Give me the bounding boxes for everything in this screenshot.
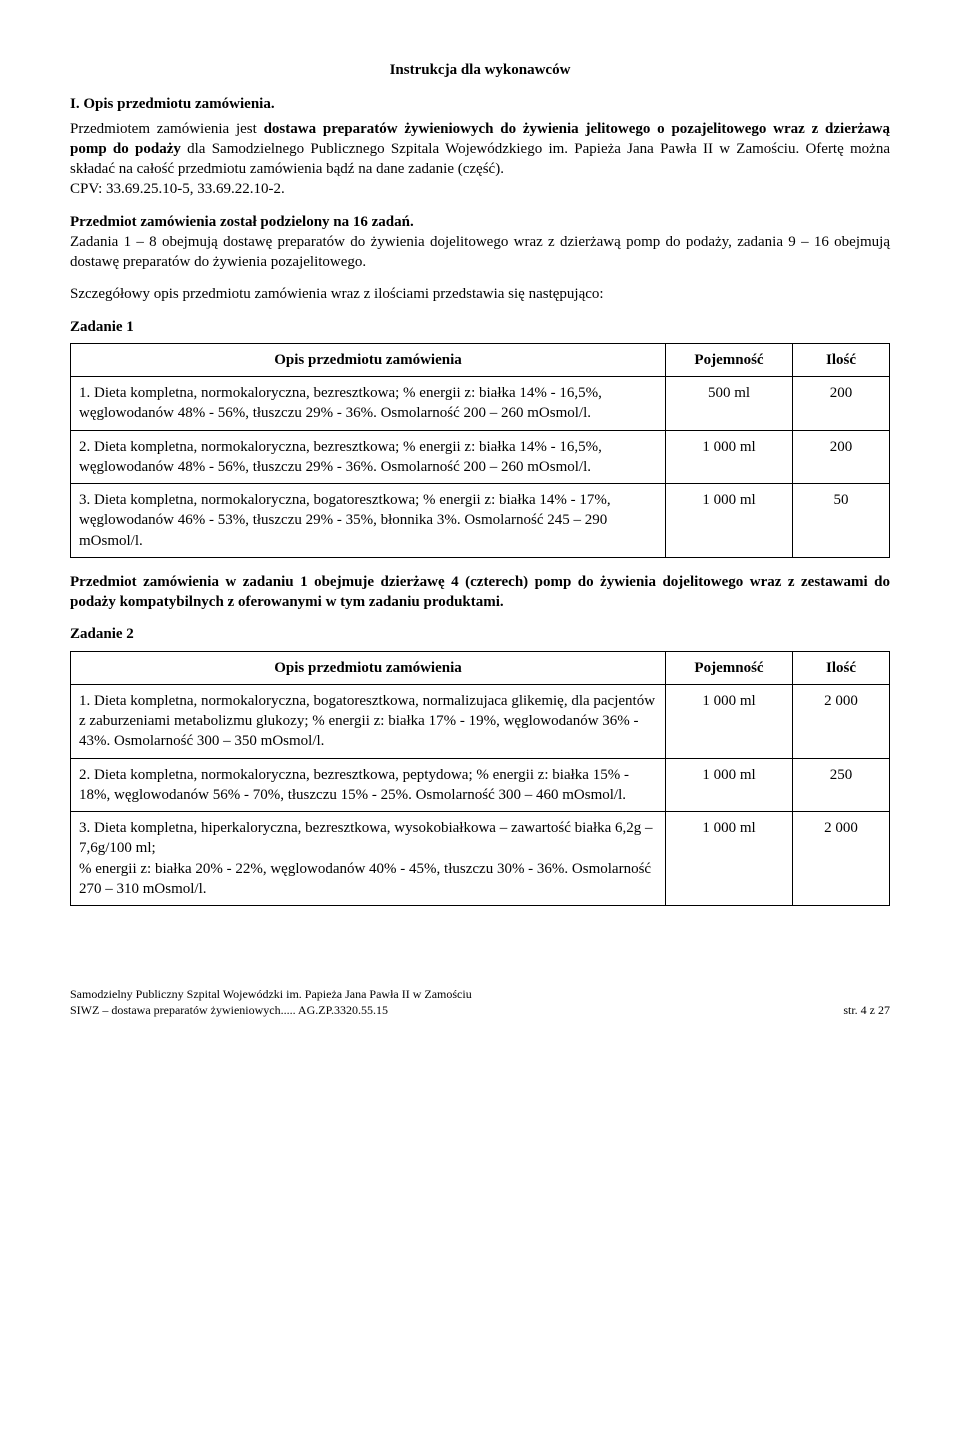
zadanie-1-label: Zadanie 1 [70, 317, 890, 337]
intro-post: dla Samodzielnego Publicznego Szpitala W… [70, 141, 890, 177]
section-1-heading: I. Opis przedmiotu zamówienia. [70, 94, 890, 114]
footer-right: str. 4 z 27 [843, 1002, 890, 1018]
col-desc: Opis przedmiotu zamówienia [71, 651, 666, 684]
cell-capacity: 1 000 ml [666, 758, 793, 812]
table-row: 1. Dieta kompletna, normokaloryczna, bog… [71, 684, 890, 758]
zadanie-2-label: Zadanie 2 [70, 624, 890, 644]
cell-desc: 1. Dieta kompletna, normokaloryczna, bog… [71, 684, 666, 758]
intro-cpv: CPV: 33.69.25.10-5, 33.69.22.10-2. [70, 181, 285, 197]
cell-desc: 2. Dieta kompletna, normokaloryczna, bez… [71, 430, 666, 484]
footer-line-2: SIWZ – dostawa preparatów żywieniowych..… [70, 1003, 388, 1017]
split-head: Przedmiot zamówienia został podzielony n… [70, 214, 414, 230]
table-header-row: Opis przedmiotu zamówienia Pojemność Ilo… [71, 343, 890, 376]
table-header-row: Opis przedmiotu zamówienia Pojemność Ilo… [71, 651, 890, 684]
zadanie-1-table: Opis przedmiotu zamówienia Pojemność Ilo… [70, 343, 890, 558]
table-row: 2. Dieta kompletna, normokaloryczna, bez… [71, 430, 890, 484]
page-footer: Samodzielny Publiczny Szpital Wojewódzki… [70, 986, 890, 1018]
intro-pre: Przedmiotem zamówienia jest [70, 121, 264, 137]
footer-line-1: Samodzielny Publiczny Szpital Wojewódzki… [70, 987, 472, 1001]
cell-desc: 2. Dieta kompletna, normokaloryczna, bez… [71, 758, 666, 812]
cell-desc: 3. Dieta kompletna, normokaloryczna, bog… [71, 484, 666, 558]
cell-qty: 200 [793, 377, 890, 431]
zadanie-2-table: Opis przedmiotu zamówienia Pojemność Ilo… [70, 651, 890, 907]
cell-qty: 2 000 [793, 812, 890, 906]
col-capacity: Pojemność [666, 343, 793, 376]
footer-left: Samodzielny Publiczny Szpital Wojewódzki… [70, 986, 472, 1018]
cell-capacity: 1 000 ml [666, 484, 793, 558]
table-row: 1. Dieta kompletna, normokaloryczna, bez… [71, 377, 890, 431]
col-capacity: Pojemność [666, 651, 793, 684]
cell-qty: 50 [793, 484, 890, 558]
doc-main-title: Instrukcja dla wykonawców [70, 60, 890, 80]
col-qty: Ilość [793, 651, 890, 684]
col-desc: Opis przedmiotu zamówienia [71, 343, 666, 376]
intro-paragraph: Przedmiotem zamówienia jest dostawa prep… [70, 119, 890, 200]
cell-qty: 200 [793, 430, 890, 484]
table-row: 3. Dieta kompletna, normokaloryczna, bog… [71, 484, 890, 558]
cell-desc: 1. Dieta kompletna, normokaloryczna, bez… [71, 377, 666, 431]
cell-desc: 3. Dieta kompletna, hiperkaloryczna, bez… [71, 812, 666, 906]
zadanie-1-note: Przedmiot zamówienia w zadaniu 1 obejmuj… [70, 572, 890, 613]
cell-capacity: 1 000 ml [666, 684, 793, 758]
col-qty: Ilość [793, 343, 890, 376]
detail-line: Szczegółowy opis przedmiotu zamówienia w… [70, 284, 890, 304]
table-row: 2. Dieta kompletna, normokaloryczna, bez… [71, 758, 890, 812]
cell-capacity: 1 000 ml [666, 430, 793, 484]
table-row: 3. Dieta kompletna, hiperkaloryczna, bez… [71, 812, 890, 906]
cell-qty: 2 000 [793, 684, 890, 758]
cell-capacity: 500 ml [666, 377, 793, 431]
split-body: Zadania 1 – 8 obejmują dostawę preparató… [70, 234, 890, 270]
cell-qty: 250 [793, 758, 890, 812]
cell-capacity: 1 000 ml [666, 812, 793, 906]
split-paragraph: Przedmiot zamówienia został podzielony n… [70, 212, 890, 273]
